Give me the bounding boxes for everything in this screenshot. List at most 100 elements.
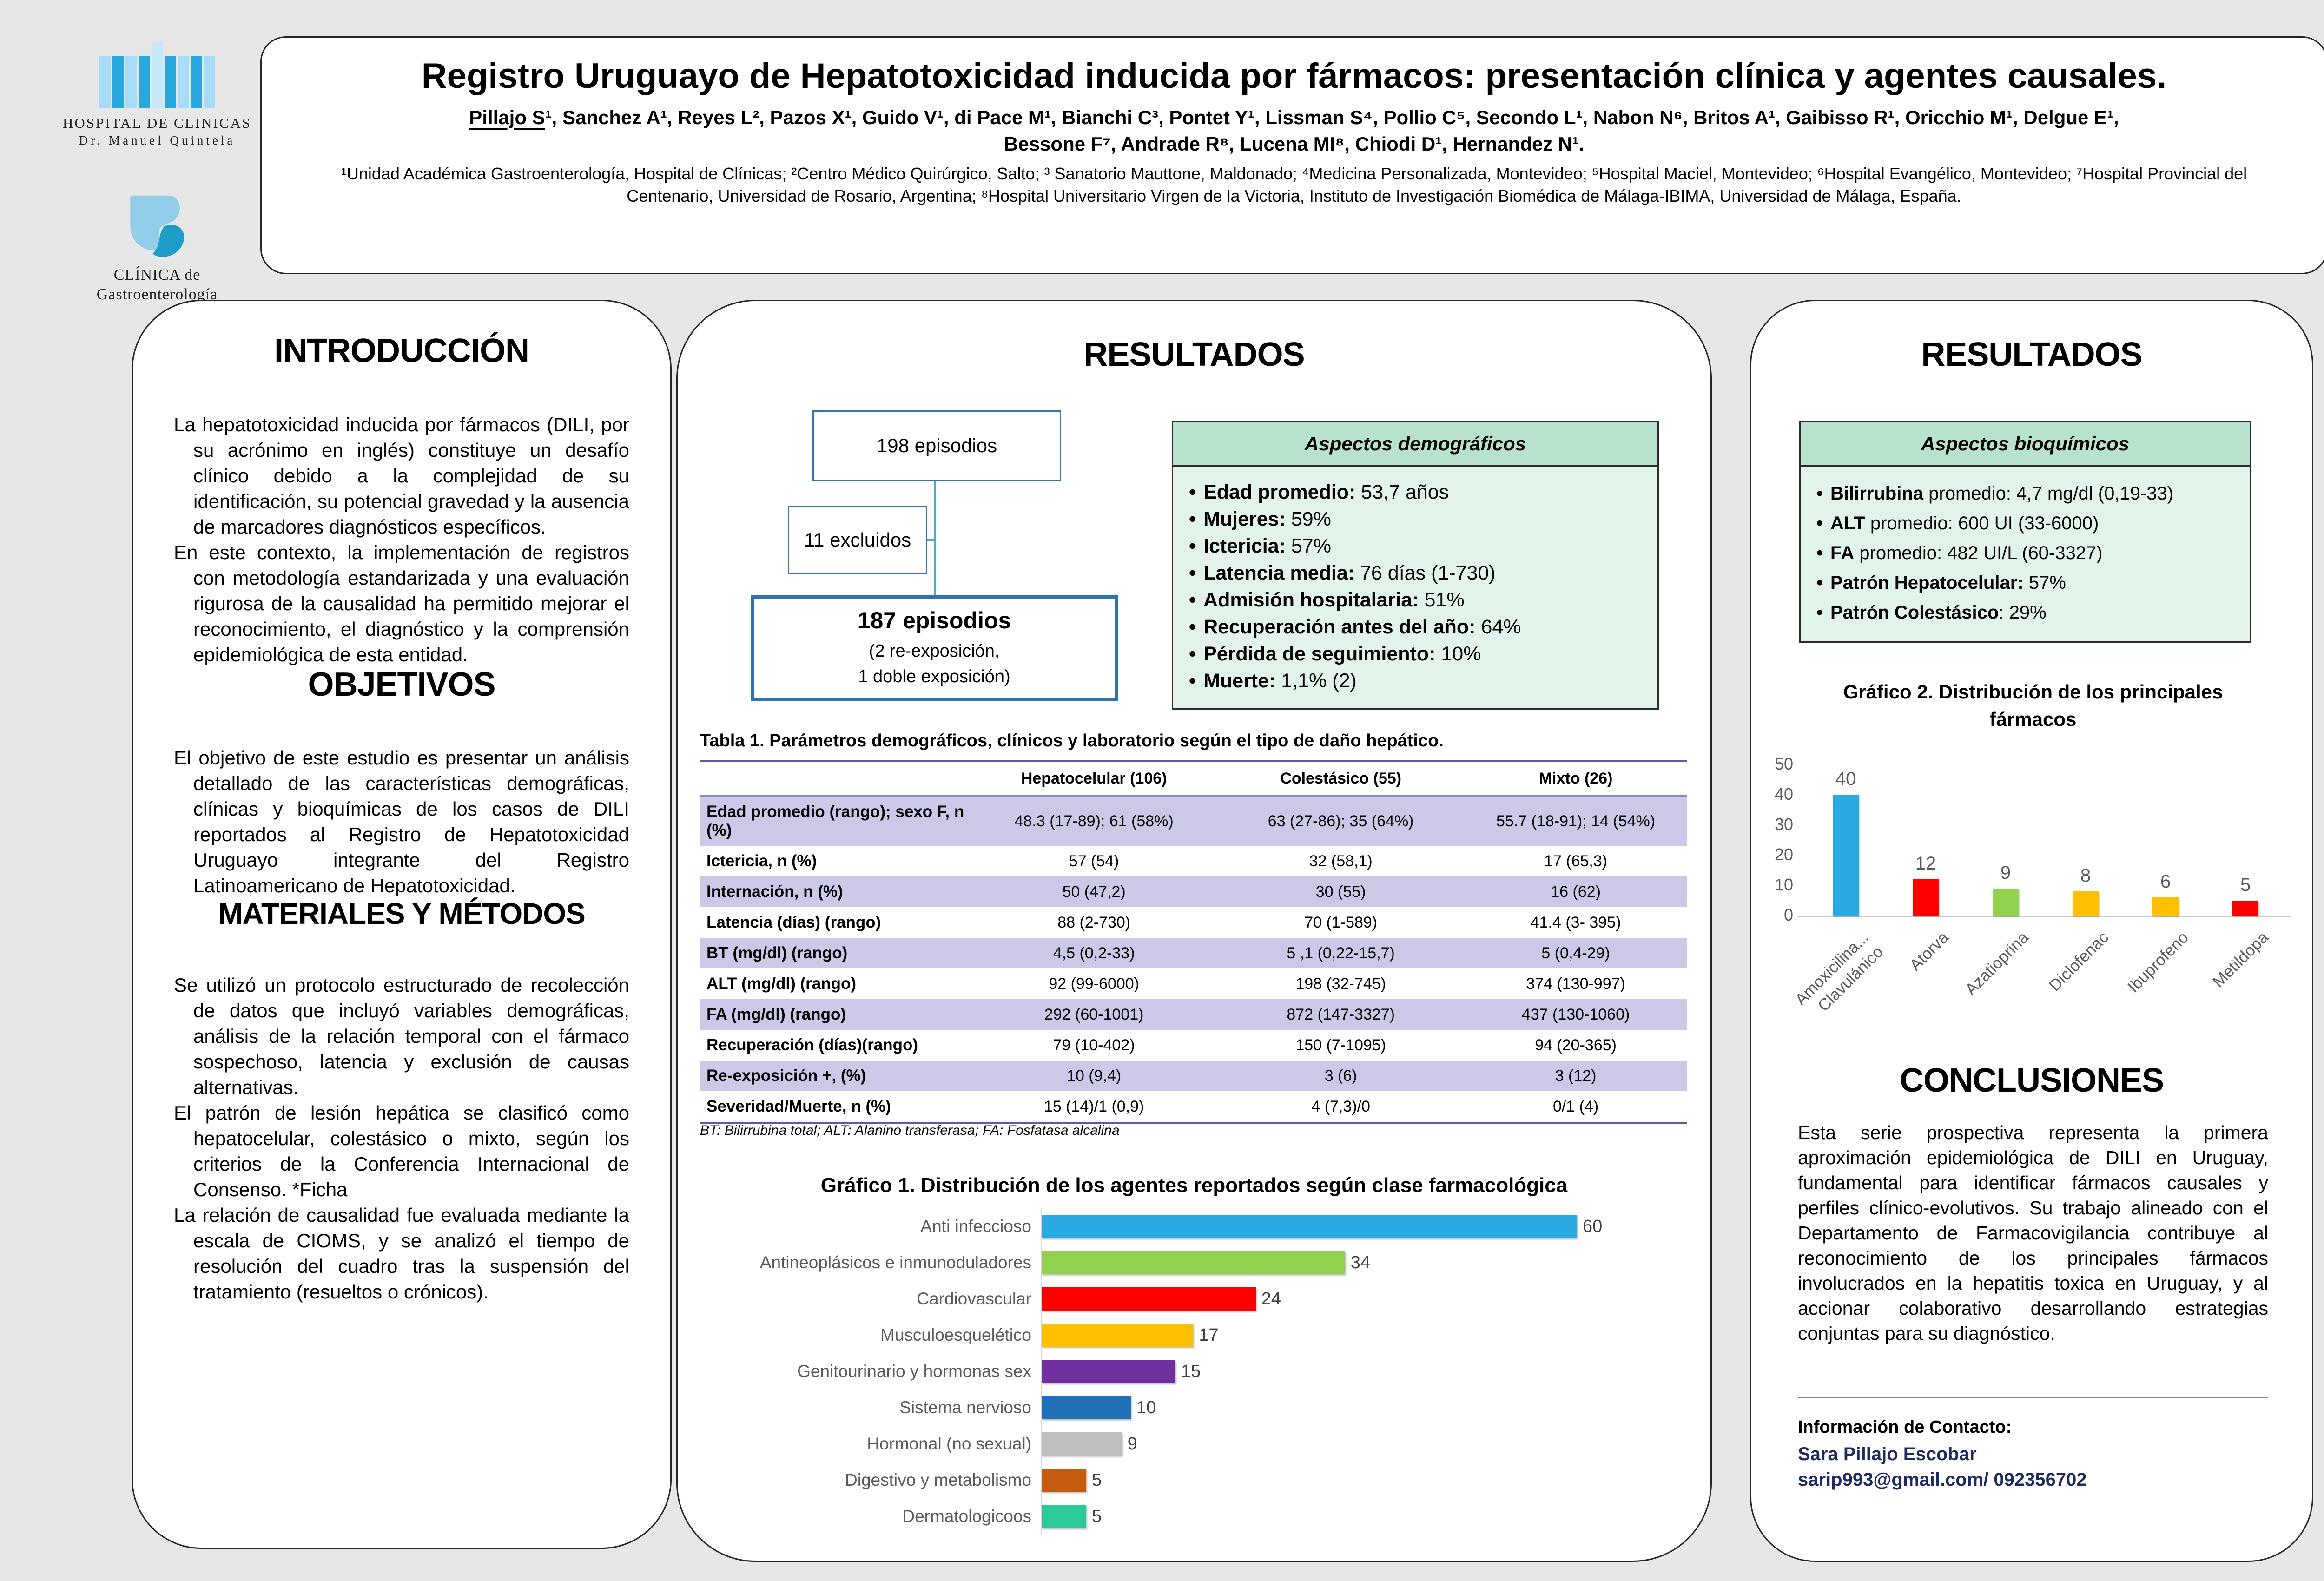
table-cell: 4 (7,3)/0 [1311, 1097, 1370, 1115]
chart1-bar-zone: 5 [1041, 1462, 1684, 1498]
bullet-item-value: promedio: 482 UI/L (60-3327) [1854, 543, 2103, 563]
flowchart-box-included: 187 episodios (2 re-exposición, 1 doble … [751, 595, 1118, 701]
flowchart-connector-vertical [934, 481, 936, 597]
chart1: Anti infeccioso 60 Antineoplásicos e inmun… [708, 1208, 1684, 1535]
presenting-author: Pillajo S [469, 106, 545, 129]
chart2-title: Gráfico 2. Distribución de los principal… [1843, 681, 2223, 730]
bullet-item: Patrón Colestásico: 29% [1816, 598, 2234, 627]
bullet-item-label: Patrón Hepatocelular: [1830, 573, 2024, 593]
table-header: Hepatocelular (106) Colestásico (55) Mixto… [700, 761, 1687, 797]
authors-line: Pillajo S¹, Sanchez A¹, Reyes L², Pazos … [304, 105, 2284, 157]
chart1-bar-row: Anti infeccioso 60 [708, 1208, 1684, 1245]
table-row-label: FA (mg/dl) (rango) [706, 1005, 846, 1023]
chart1-bar [1042, 1432, 1122, 1456]
paragraph: El patrón de lesión hepática se clasific… [174, 1102, 629, 1201]
table-row-label: Recuperación (días)(rango) [706, 1036, 918, 1054]
bullet-item-label: ALT [1830, 513, 1865, 534]
chart1-bar-row: Dermatologicoos 5 [708, 1498, 1684, 1535]
table-cell: 374 (130-997) [1526, 975, 1625, 993]
section-title-resultados-right: RESULTADOS [1921, 336, 2142, 373]
bullet-item: Ictericia: 57% [1189, 533, 1642, 560]
conclusiones-text: Esta serie prospectiva representa la pri… [1798, 1120, 2268, 1346]
table-cell: 55.7 (18-91); 14 (54%) [1496, 812, 1656, 830]
section-title-introduccion: INTRODUCCIÓN [274, 332, 529, 369]
chart1-bar [1042, 1360, 1175, 1383]
chart1-title: Gráfico 1. Distribución de los agentes r… [820, 1174, 1568, 1197]
section-title-materiales: MATERIALES Y MÉTODOS [218, 897, 586, 931]
chart1-bar-zone: 15 [1041, 1353, 1684, 1390]
chart1-bar-zone: 5 [1041, 1498, 1684, 1535]
table-cell: 5 (0,4-29) [1541, 944, 1610, 962]
table-row: Internación, n (%) 50 (47,2) 30 (55) 16 (62… [700, 876, 1687, 907]
chart1-bar-row: Hormonal (no sexual) 9 [708, 1426, 1684, 1462]
bullet-item: Recuperación antes del año: 64% [1189, 613, 1642, 640]
bullet-item-value: 10% [1435, 643, 1481, 665]
demographics-box-title: Aspectos demográficos [1173, 422, 1657, 467]
bullet-item-value: promedio: 600 UI (33-6000) [1865, 513, 2099, 534]
table-row: Edad promedio (rango); sexo F, n (%) 48.3… [700, 796, 1687, 846]
table-cell: 15 (14)/1 (0,9) [1043, 1097, 1144, 1115]
table-row: Recuperación (días)(rango) 79 (10-402) 150… [700, 1030, 1687, 1061]
contact-heading: Información de Contacto: [1798, 1417, 2012, 1437]
table-row: ALT (mg/dl) (rango) 92 (99-6000) 198 (32-7… [700, 968, 1687, 999]
chart1-bar [1042, 1469, 1086, 1492]
chart1-bar-row: Digestivo y metabolismo 5 [708, 1462, 1684, 1498]
bullet-item-value: 64% [1475, 616, 1521, 638]
bullet-item-value: 53,7 años [1355, 481, 1449, 503]
bullet-item-label: Edad promedio: [1203, 481, 1356, 503]
table-cell: 198 (32-745) [1295, 975, 1386, 993]
table-cell: 4,5 (0,2-33) [1053, 944, 1135, 962]
chart1-bar [1042, 1251, 1345, 1274]
table-cell: 70 (1-589) [1304, 913, 1378, 931]
paragraph: Se utilizó un protocolo estructurado de … [174, 974, 629, 1099]
chart1-value-label: 5 [1092, 1506, 1102, 1526]
chart1-value-label: 34 [1350, 1252, 1371, 1272]
chart1-category-label: Anti infeccioso [920, 1217, 1031, 1236]
flowchart-connector-horizontal [927, 539, 935, 541]
chart2-ytick-label: 30 [1774, 815, 1793, 834]
table-cell: 437 (130-1060) [1521, 1005, 1630, 1023]
table-row-label: Re-exposición +, (%) [706, 1067, 866, 1085]
chart1-category-label: Hormonal (no sexual) [867, 1434, 1031, 1453]
hospital-logo-sub: Dr. Manuel Quintela [79, 133, 236, 147]
middle-column-panel: RESULTADOS 198 episodios 11 excluidos 18… [676, 300, 1712, 1562]
table-cell: 30 (55) [1315, 883, 1366, 901]
biochem-box: Aspectos bioquímicos Bilirrubina promedi… [1799, 421, 2251, 643]
table-footnote: BT: Bilirrubina total; ALT: Alanino tran… [700, 1123, 1120, 1138]
table-cell: 57 (54) [1069, 852, 1119, 870]
bullet-item: Patrón Hepatocelular: 57% [1816, 568, 2234, 598]
table-row-label: BT (mg/dl) (rango) [706, 944, 848, 962]
chart1-bar [1042, 1287, 1256, 1311]
bullet-item-label: FA [1830, 543, 1855, 563]
authors-line2: Bessone F⁷, Andrade R⁸, Lucena MI⁸, Chio… [1004, 132, 1584, 155]
chart2-value-label: 5 [2240, 874, 2251, 895]
chart1-bar-row: Cardiovascular 24 [708, 1281, 1684, 1317]
chart2-ytick-label: 20 [1774, 845, 1793, 864]
bullet-item: Latencia media: 76 días (1-730) [1189, 560, 1642, 586]
chart2-category-label: Amoxicilina... Clavulánico [1791, 928, 1887, 1015]
bullet-item-label: Mujeres: [1203, 508, 1286, 530]
table-column-header: Hepatocelular (106) [971, 761, 1218, 797]
demographics-list: Edad promedio: 53,7 añosMujeres: 59%Icte… [1173, 467, 1657, 708]
contact-name: Sara Pillajo Escobar [1798, 1444, 1977, 1464]
chart1-bar-zone: 60 [1041, 1208, 1684, 1245]
table-cell: 5 ,1 (0,22-15,7) [1287, 944, 1395, 962]
table-column-header [700, 761, 971, 797]
flowchart-included-sub1: (2 re-exposición, [869, 641, 1000, 661]
chart1-bar [1042, 1396, 1131, 1419]
chart1-value-label: 10 [1136, 1397, 1156, 1417]
authors-line1-rest: ¹, Sanchez A¹, Reyes L², Pazos X¹, Guido… [545, 106, 2119, 129]
paragraph: La relación de causalidad fue evaluada m… [174, 1204, 629, 1303]
table-cell: 32 (58,1) [1309, 852, 1373, 870]
chart1-category-label: Cardiovascular [917, 1289, 1031, 1308]
bullet-item: FA promedio: 482 UI/L (60-3327) [1816, 538, 2234, 568]
table-cell: 50 (47,2) [1062, 883, 1126, 901]
bullet-item-value: 1,1% (2) [1275, 670, 1357, 692]
clinica-logo: CLÍNICA de Gastroenterología [59, 190, 255, 303]
affiliations: ¹Unidad Académica Gastroenterología, Hos… [341, 164, 2247, 205]
chart1-bar [1042, 1505, 1086, 1528]
bullet-item-label: Recuperación antes del año: [1203, 616, 1476, 638]
table-column-header: Mixto (26) [1464, 761, 1687, 797]
bullet-item-label: Patrón Colestásico [1830, 602, 1999, 623]
